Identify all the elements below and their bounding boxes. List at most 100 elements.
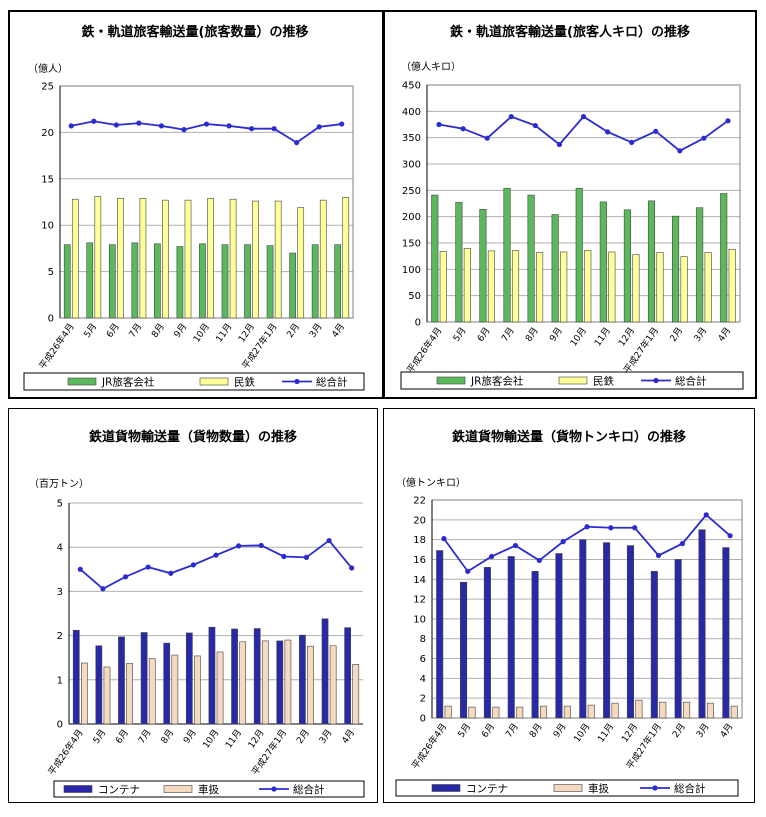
- legend-label: 総合計: [674, 782, 706, 795]
- legend-label: 総合計: [293, 783, 325, 796]
- x-tick-label: 4月: [340, 727, 357, 745]
- line-point: [326, 537, 332, 544]
- x-tick-label: 6月: [480, 721, 497, 739]
- bar-b: [608, 251, 616, 323]
- legend-label: コンテナ: [98, 784, 140, 796]
- legend-swatch: [199, 377, 229, 386]
- y-tick-label: 2: [420, 694, 426, 705]
- legend-label: 総合計: [316, 376, 348, 389]
- y-tick-label: 50: [408, 291, 421, 302]
- x-tick-label: 7月: [503, 721, 520, 739]
- bar-b: [584, 250, 592, 323]
- bar-b: [352, 664, 360, 725]
- legend-label: 車扱: [588, 782, 609, 795]
- bar-a: [720, 193, 728, 323]
- y-tick-label: 22: [413, 496, 426, 507]
- bar-a: [185, 632, 193, 725]
- bar-a: [289, 252, 296, 319]
- legend-marker: [294, 378, 300, 385]
- x-tick-label: 5月: [82, 321, 99, 339]
- x-tick-label: 7月: [136, 727, 153, 745]
- line-point: [258, 542, 264, 549]
- bar-a: [334, 244, 342, 319]
- line-point: [100, 586, 106, 592]
- bar-a: [696, 207, 704, 323]
- bar-b: [284, 639, 292, 725]
- bar-a: [507, 556, 515, 719]
- y-tick-label: 5: [48, 267, 54, 278]
- legend-swatch: [431, 784, 461, 792]
- line-point: [608, 525, 614, 531]
- bar-a: [579, 539, 587, 719]
- legend-swatch: [63, 785, 93, 793]
- line-point: [441, 536, 447, 542]
- plot-area-border: [59, 85, 354, 319]
- bar-a: [86, 242, 94, 319]
- x-tick-label: 8月: [159, 727, 176, 745]
- series-line-total: [443, 513, 731, 573]
- x-tick-label: 平成26年4月: [409, 721, 449, 771]
- legend-label: 総合計: [675, 375, 707, 388]
- x-tick-label: 7月: [127, 321, 144, 339]
- legend-marker: [271, 786, 277, 792]
- legend-label: 民鉄: [593, 375, 614, 388]
- bar-b: [704, 252, 712, 323]
- bar-a: [722, 547, 730, 719]
- bar-a: [647, 200, 656, 323]
- y-tick-label: 1: [57, 675, 63, 686]
- bar-b: [261, 640, 269, 725]
- bar-a: [63, 244, 71, 319]
- line-point: [236, 543, 242, 549]
- chart-title: 鉄道貨物輸送量（貨物トンキロ）の推移: [452, 429, 686, 445]
- bar-a: [551, 214, 559, 323]
- chart-panel-freight-tons: 鉄道貨物輸送量（貨物数量）の推移 （百万トン） 0 1 2 3 4 5 平成26年4月 5月 6月 7…: [8, 408, 378, 803]
- bar-b: [492, 706, 500, 719]
- bar-a: [221, 244, 229, 319]
- bar-b: [103, 666, 111, 725]
- y-tick-label: 8: [420, 634, 426, 645]
- bar-b: [730, 705, 738, 719]
- bar-a: [603, 542, 611, 719]
- line-point: [536, 557, 542, 564]
- y-tick-label: 14: [413, 575, 426, 586]
- y-tick-label: 400: [402, 107, 421, 118]
- line-point: [727, 533, 733, 539]
- bar-a: [672, 215, 680, 323]
- bar-b: [274, 200, 282, 319]
- y-tick-label: 300: [402, 160, 421, 171]
- y-unit-label: （億トンキロ）: [396, 476, 466, 489]
- bar-b: [342, 197, 350, 319]
- bar-a: [154, 243, 161, 319]
- line-point: [68, 123, 74, 129]
- x-tick-label: 2月: [670, 721, 687, 739]
- line-point: [122, 574, 129, 580]
- bar-b: [162, 199, 169, 319]
- chart-title: 鉄・軌道旅客輸送量(旅客数量）の推移: [82, 24, 309, 40]
- y-tick-label: 15: [41, 174, 54, 185]
- x-tick-label: 9月: [181, 727, 198, 745]
- bar-b: [139, 197, 147, 319]
- bar-b: [463, 247, 471, 323]
- bar-a: [479, 208, 487, 323]
- x-tick-label: 5月: [456, 721, 473, 739]
- bar-a: [626, 545, 634, 719]
- bar-a: [208, 626, 216, 725]
- x-tick-label: 4月: [718, 721, 735, 739]
- bar-b: [516, 706, 524, 719]
- line-point: [584, 524, 590, 530]
- x-tick-label: 3月: [694, 721, 711, 739]
- line-point: [489, 553, 495, 560]
- bar-b: [216, 651, 224, 725]
- bar-a: [344, 627, 351, 725]
- legend-swatch: [163, 785, 193, 793]
- x-tick-label: 11月: [592, 325, 613, 348]
- line-point: [653, 128, 659, 134]
- bar-a: [527, 194, 535, 323]
- bar-a: [199, 243, 206, 319]
- line-point: [465, 568, 471, 574]
- bar-a: [231, 628, 238, 725]
- legend-box: [53, 780, 365, 798]
- legend-label: JR旅客会社: [101, 376, 155, 389]
- bar-b: [487, 250, 495, 323]
- legend-swatch: [436, 376, 466, 385]
